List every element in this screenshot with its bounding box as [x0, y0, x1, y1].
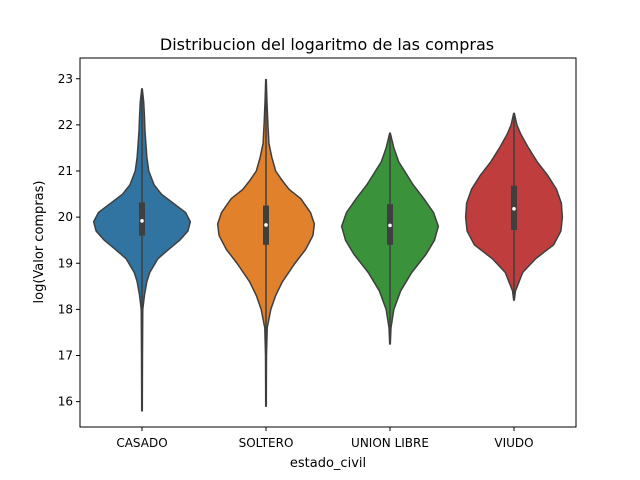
y-tick-label: 19 — [58, 256, 73, 270]
median-point-casado — [140, 219, 144, 223]
y-tick-label: 21 — [58, 164, 73, 178]
plot-frame — [79, 57, 577, 428]
y-tick-label: 17 — [58, 349, 73, 363]
plot-area — [92, 78, 564, 412]
median-point-union-libre — [388, 223, 392, 228]
y-tick-label: 16 — [58, 395, 73, 409]
y-tick-label: 22 — [58, 118, 73, 132]
x-axis-label: estado_civil — [290, 456, 366, 471]
y-tick-label: 23 — [58, 72, 73, 86]
median-point-soltero — [264, 223, 268, 227]
x-axis: CASADO SOLTERO UNION LIBRE VIUDO — [116, 427, 534, 450]
x-tick-label: CASADO — [116, 436, 167, 450]
y-axis-label: log(Valor compras) — [32, 181, 47, 304]
x-tick-label: UNION LIBRE — [351, 436, 429, 450]
y-axis: 16 17 18 19 20 21 22 23 — [58, 72, 80, 409]
y-tick-label: 18 — [58, 302, 73, 316]
x-tick-label: SOLTERO — [239, 436, 294, 450]
x-tick-label: VIUDO — [494, 436, 533, 450]
chart-title: Distribucion del logaritmo de las compra… — [160, 35, 494, 54]
median-point-viudo — [512, 207, 516, 211]
y-tick-label: 20 — [58, 210, 73, 224]
